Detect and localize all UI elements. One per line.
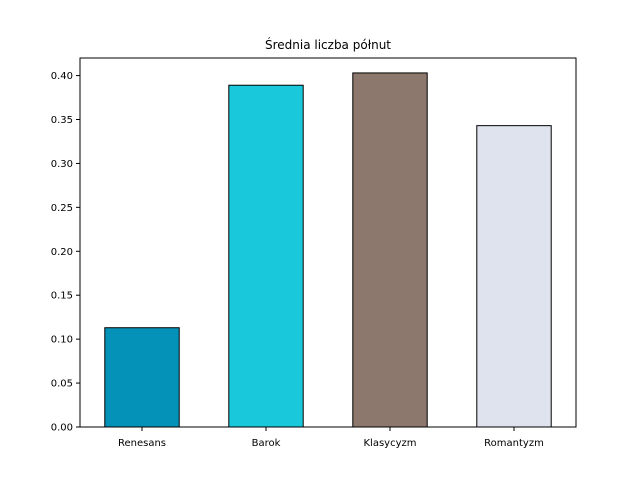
bar-romantyzm [476, 125, 552, 428]
y-axis: 0.00 0.05 0.10 0.15 0.20 0.25 0.30 0.35 0.40 [51, 71, 80, 434]
chart-title: Średnia liczba półnut [265, 37, 391, 52]
y-tick-label: 0.35 [51, 115, 73, 126]
y-tick-label: 0.25 [51, 203, 73, 214]
x-axis: Renesans Barok Klasycyzm Romantyzm [118, 427, 544, 449]
y-tick-label: 0.40 [51, 71, 73, 82]
y-tick-label: 0.20 [51, 247, 73, 258]
y-tick-label: 0.15 [51, 291, 73, 302]
x-tick-label: Klasycyzm [364, 438, 417, 449]
bars-group [104, 72, 552, 428]
bar-klasycyzm [352, 72, 428, 428]
plot-frame [79, 57, 577, 428]
y-tick-label: 0.00 [51, 423, 73, 434]
y-tick-label: 0.10 [51, 335, 73, 346]
y-tick-label: 0.30 [51, 159, 73, 170]
x-tick-label: Renesans [118, 438, 166, 449]
bar-barok [228, 84, 304, 428]
y-tick-label: 0.05 [51, 379, 73, 390]
x-tick-label: Barok [252, 438, 281, 449]
x-tick-label: Romantyzm [484, 438, 544, 449]
bar-renesans [104, 327, 180, 428]
